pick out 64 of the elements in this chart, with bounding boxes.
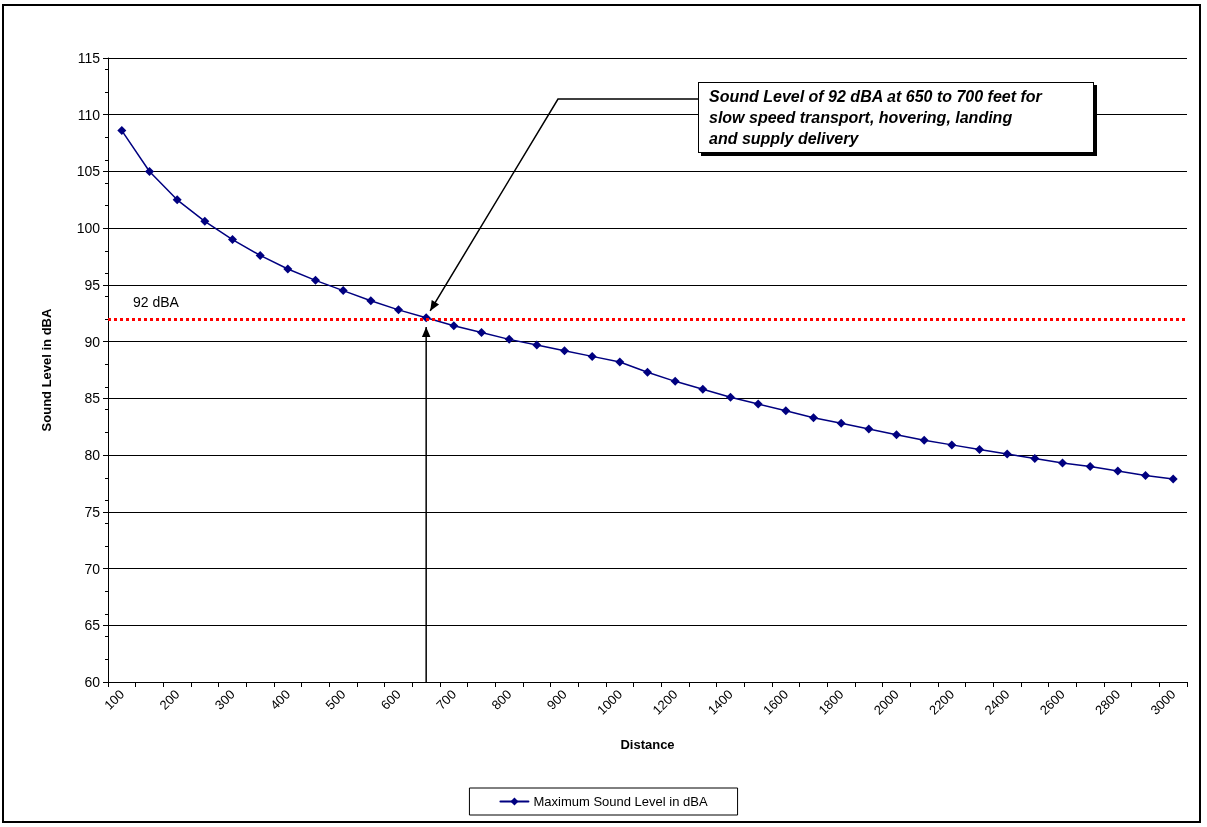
callout-box: Sound Level of 92 dBA at 650 to 700 feet for slow speed transport, hovering, landing and supply delivery [698, 82, 1094, 153]
x-tick-label: 300 [211, 686, 238, 713]
point [532, 340, 542, 350]
point [1030, 453, 1040, 463]
x-tick-label: 500 [322, 686, 349, 713]
point [947, 440, 957, 450]
point [366, 296, 376, 306]
point [643, 367, 652, 377]
point [200, 216, 210, 226]
y-tick-label: 105 [76, 163, 101, 180]
ref-line-label: 92 dBA [133, 293, 180, 310]
point [283, 264, 293, 274]
y-tick-label: 65 [84, 617, 101, 634]
point [477, 328, 486, 338]
x-tick-label: 100 [101, 686, 128, 713]
point [836, 418, 846, 428]
point [1141, 471, 1150, 481]
y-tick-label: 115 [77, 50, 101, 66]
y-tick-label: 95 [84, 276, 101, 293]
point [255, 250, 265, 260]
y-tick-label: 85 [84, 390, 101, 407]
point [1085, 461, 1095, 471]
point [781, 406, 791, 416]
point [975, 444, 984, 454]
point [726, 392, 735, 402]
point [504, 334, 514, 344]
point [1002, 449, 1012, 459]
x-tick-label: 400 [267, 686, 294, 713]
y-tick-label: 100 [76, 220, 101, 237]
point [311, 275, 320, 285]
point [698, 384, 708, 394]
point [892, 430, 901, 440]
point [338, 286, 348, 296]
x-tick-label: 900 [543, 686, 570, 713]
point [670, 376, 680, 386]
x-tick-label: 600 [377, 686, 404, 713]
y-tick-label: 75 [84, 503, 101, 520]
x-tick-label: 700 [433, 686, 460, 713]
y-tick-label: 70 [84, 560, 101, 577]
point [587, 351, 597, 361]
x-tick-label: 200 [156, 686, 183, 713]
point [1058, 458, 1067, 468]
y-axis-title: Sound Level in dBA [39, 308, 54, 432]
x-axis-title: Distance [620, 737, 675, 752]
y-tick-label: 60 [84, 674, 101, 690]
point [145, 166, 154, 176]
x-tick-label: 800 [488, 686, 515, 713]
point [919, 435, 929, 445]
point [615, 357, 625, 367]
legend-label: Maximum Sound Level in dBA [533, 794, 708, 809]
point [1168, 474, 1178, 484]
point [809, 413, 818, 423]
y-tick-label: 80 [84, 447, 101, 464]
point [449, 321, 459, 331]
point [864, 424, 874, 434]
point [394, 305, 403, 315]
point [1113, 466, 1123, 476]
y-tick-label: 110 [77, 106, 101, 123]
point [228, 235, 237, 245]
point [117, 126, 127, 136]
point [753, 399, 763, 409]
point [172, 195, 182, 205]
y-tick-label: 90 [84, 333, 101, 350]
point [560, 346, 569, 356]
